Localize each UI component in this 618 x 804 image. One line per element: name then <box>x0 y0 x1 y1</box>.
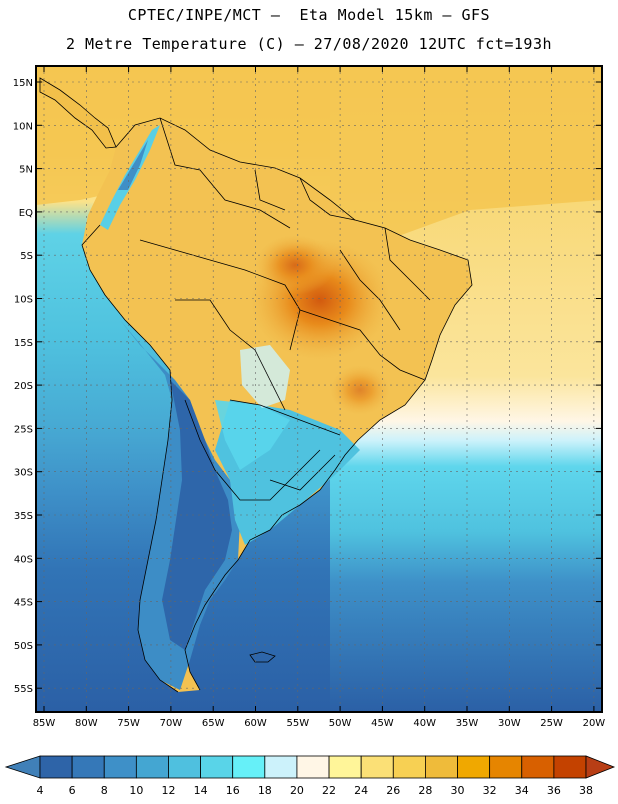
lat-label: EQ <box>19 208 33 219</box>
central-america <box>39 77 117 149</box>
colorbar-swatch <box>489 755 523 779</box>
country-borders <box>81 117 473 693</box>
colorbar-tick-label: 26 <box>386 784 400 797</box>
lat-label: 20S <box>14 381 33 392</box>
lon-label: 25W <box>540 718 563 729</box>
colorbar-tick-label: 14 <box>194 784 208 797</box>
lat-label: 10S <box>14 295 33 306</box>
colorbar-swatch <box>296 755 330 779</box>
map-subtitle: 2 Metre Temperature (C) – 27/08/2020 12U… <box>65 35 553 53</box>
andes-north-peak <box>118 140 148 190</box>
colorbar-swatch <box>103 755 137 779</box>
lat-label: 25S <box>14 424 33 435</box>
colorbar-tick-label: 24 <box>354 784 368 797</box>
lat-label: 10N <box>13 121 33 132</box>
lon-label: 45W <box>371 718 394 729</box>
lon-label: 40W <box>413 718 436 729</box>
colorbar-tick-label: 6 <box>69 784 76 797</box>
colorbar-tick-label: 12 <box>161 784 175 797</box>
colorbar-swatch <box>360 755 394 779</box>
lon-label: 65W <box>202 718 225 729</box>
map-frame <box>35 65 603 713</box>
colorbar-tick-label: 16 <box>226 784 240 797</box>
colorbar-tick-label: 30 <box>451 784 465 797</box>
colorbar-swatch <box>457 755 491 779</box>
colorbar-tick-label: 18 <box>258 784 272 797</box>
hot-southeast <box>330 365 390 415</box>
colorbar-swatch <box>200 755 234 779</box>
colorbar-high-arrow <box>585 755 616 779</box>
lon-label: 35W <box>456 718 479 729</box>
lat-label: 15S <box>14 338 33 349</box>
chaco-cool <box>215 400 290 470</box>
falkland-islands <box>249 651 276 663</box>
colorbar-tick-label: 36 <box>547 784 561 797</box>
lat-label: 35S <box>14 511 33 522</box>
colorbar-swatch <box>521 755 555 779</box>
map-title: CPTEC/INPE/MCT – Eta Model 15km – GFS <box>127 6 491 24</box>
colorbar-swatch <box>168 755 201 779</box>
colorbar-low-arrow <box>4 755 41 779</box>
colorbar-swatch <box>392 755 426 779</box>
colorbar-tick-label: 38 <box>579 784 593 797</box>
colorbar-tick-label: 22 <box>322 784 336 797</box>
lat-label: 30S <box>14 468 33 479</box>
lon-label: 50W <box>329 718 352 729</box>
lon-label: 20W <box>583 718 606 729</box>
colorbar-swatch <box>39 755 73 779</box>
lon-label: 55W <box>286 718 309 729</box>
colorbar-swatch <box>71 755 105 779</box>
colorbar-swatch <box>232 755 266 779</box>
colorbar-tick-label: 8 <box>101 784 108 797</box>
colorbar-swatch <box>328 755 362 779</box>
lat-label: 50S <box>14 641 33 652</box>
lon-label: 30W <box>498 718 521 729</box>
lon-label: 75W <box>117 718 140 729</box>
lat-label: 40S <box>14 554 33 565</box>
colorbar: 4 6 8 10 12 14 16 18 20 22 24 26 28 30 32 34 36 38 <box>4 755 616 797</box>
northern-warm-band <box>36 66 602 250</box>
colorbar-swatch <box>425 755 458 779</box>
colorbar-tick-label: 20 <box>290 784 304 797</box>
latitude-labels: 15N 10N 5N EQ 5S 10S 15S 20S 25S 30S 35S 40S 45S 50S 5… <box>13 78 33 695</box>
lon-label: 70W <box>160 718 183 729</box>
colorbar-tick-label: 34 <box>515 784 529 797</box>
grid-lines <box>36 66 602 712</box>
colorbar-tick-label: 10 <box>129 784 143 797</box>
lon-label: 60W <box>244 718 267 729</box>
lon-label: 80W <box>75 718 98 729</box>
colorbar-swatch <box>264 755 298 779</box>
colorbar-tick-label: 28 <box>418 784 432 797</box>
colorbar-swatch <box>135 755 169 779</box>
hot-amazon <box>255 235 335 295</box>
longitude-labels: 85W 80W 75W 70W 65W 60W 55W 50W 45W 40W 35W 30W 25W 2… <box>33 718 606 729</box>
lat-label: 55S <box>14 684 33 695</box>
patagonia-cold <box>162 380 232 650</box>
axis-ticks <box>36 66 602 712</box>
lon-label: 85W <box>33 718 56 729</box>
lat-label: 15N <box>13 78 33 89</box>
colorbar-swatch <box>553 755 587 779</box>
colorbar-tick-label: 32 <box>483 784 497 797</box>
lat-label: 5S <box>20 251 33 262</box>
pantanal-mild <box>240 345 290 408</box>
lat-label: 45S <box>14 598 33 609</box>
colorbar-tick-label: 4 <box>37 784 44 797</box>
lat-label: 5N <box>19 165 33 176</box>
map-field <box>36 66 602 712</box>
